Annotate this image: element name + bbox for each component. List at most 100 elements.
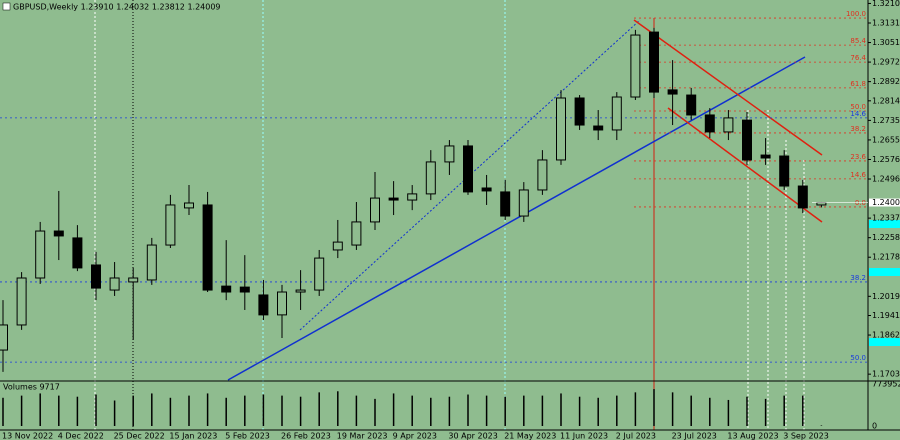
y-tick-label: 1.28925 [872,77,900,86]
candle-body [388,197,399,201]
axis-marker [869,268,900,276]
candle-body [165,204,176,246]
candle-body [184,202,194,209]
axis-marker [869,220,900,228]
candle-body [723,117,734,133]
candle-body [91,264,101,289]
candle-body [109,277,120,291]
x-tick-label: 4 Dec 2022 [58,432,104,440]
y-tick-label: 1.23375 [872,214,900,223]
fib-label: 14.6 [850,171,866,179]
y-tick-label: 1.27350 [872,116,900,125]
candle-body [277,291,287,316]
x-tick-label: 13 Nov 2022 [2,432,53,440]
candle-body [53,230,64,237]
candle-body [295,289,306,293]
x-tick-label: 30 Apr 2023 [448,432,497,440]
volume-title: Volumes 9717 [3,383,60,392]
candle-body [370,197,380,223]
fib-label: 50.0 [850,103,866,111]
y-tick-label: 1.30515 [872,38,900,47]
candle-body [649,31,659,93]
trend-line [299,19,641,331]
candle-body [779,155,790,187]
y-tick-label: 1.21785 [872,253,900,262]
candle-body [816,202,827,206]
candle-body [500,191,511,217]
candle-body [574,97,585,126]
candle-body [314,257,325,291]
candle-body [128,277,139,283]
channel-line [633,19,823,156]
y-tick-label: 1.28145 [872,96,900,105]
candle-body [258,294,269,316]
candle-body [444,145,455,163]
channel-line [667,107,823,223]
candle-body [556,97,566,161]
candle-body [537,159,548,191]
chart-title: GBPUSD,Weekly 1.23910 1.24032 1.23812 1.… [13,3,221,12]
y-tick-label: 1.29720 [872,58,900,67]
y-tick-label: 1.19415 [872,311,900,320]
axis-marker [869,338,900,346]
candle-body [630,34,641,98]
x-tick-label: 3 Sep 2023 [783,432,829,440]
candle-body [593,125,604,131]
candle-body [146,244,157,281]
x-tick-label: 2 Jul 2023 [616,432,656,440]
y-tick-label: 1.26555 [872,135,900,144]
candle-body [797,185,808,209]
fib-label: 14.6 [850,110,866,118]
x-tick-label: 23 Jul 2023 [672,432,717,440]
x-tick-label: 25 Dec 2022 [114,432,165,440]
candle-body [332,241,343,251]
candle-body [35,230,46,279]
volume-tick-label: 0 [872,422,877,431]
candle-body [742,119,752,161]
y-tick-label: 1.20195 [872,292,900,301]
candle-body [686,94,697,116]
candle-body [0,324,8,351]
y-tick-label: 1.31310 [872,18,900,27]
candle-body [463,145,473,193]
x-tick-label: 5 Feb 2023 [225,432,270,440]
fib-label: 0.0 [855,199,866,207]
trend-line [227,56,806,381]
candle-body [667,89,678,95]
y-tick-label: 1.18620 [872,331,900,340]
symbol-icon [2,2,11,11]
x-tick-label: 21 May 2023 [504,432,556,440]
fib-label: 23.6 [850,153,866,161]
candle-body [481,187,492,192]
candle-body [239,286,250,293]
candle-body [351,221,362,246]
fib-label: 38.2 [850,125,866,133]
candle-body [704,114,715,133]
candle-body [407,193,418,201]
candle-body [16,277,27,326]
fib-label: 85.4 [850,37,866,45]
candle-body [202,204,213,291]
x-tick-label: 15 Jan 2023 [169,432,217,440]
y-tick-label: 1.17030 [872,370,900,379]
fib-label: 50.0 [850,354,866,362]
x-tick-label: 11 Jun 2023 [560,432,608,440]
x-tick-label: 9 Apr 2023 [393,432,437,440]
fib-label: 100.0 [846,10,866,18]
x-tick-label: 26 Feb 2023 [281,432,331,440]
fib-label: 38.2 [850,274,866,282]
candle-body [72,237,83,269]
current-price-label: 1.24009 [872,198,900,207]
y-tick-label: 1.24965 [872,175,900,184]
x-tick-label: 19 Mar 2023 [337,432,388,440]
candle-body [611,96,622,131]
candle-body [221,285,232,293]
x-tick-label: 13 Aug 2023 [727,432,778,440]
y-tick-label: 1.22580 [872,233,900,242]
y-tick-label: 1.25760 [872,155,900,164]
candle-body [518,189,529,217]
y-tick-label: 1.32105 [872,0,900,8]
current-price-box [869,198,900,207]
